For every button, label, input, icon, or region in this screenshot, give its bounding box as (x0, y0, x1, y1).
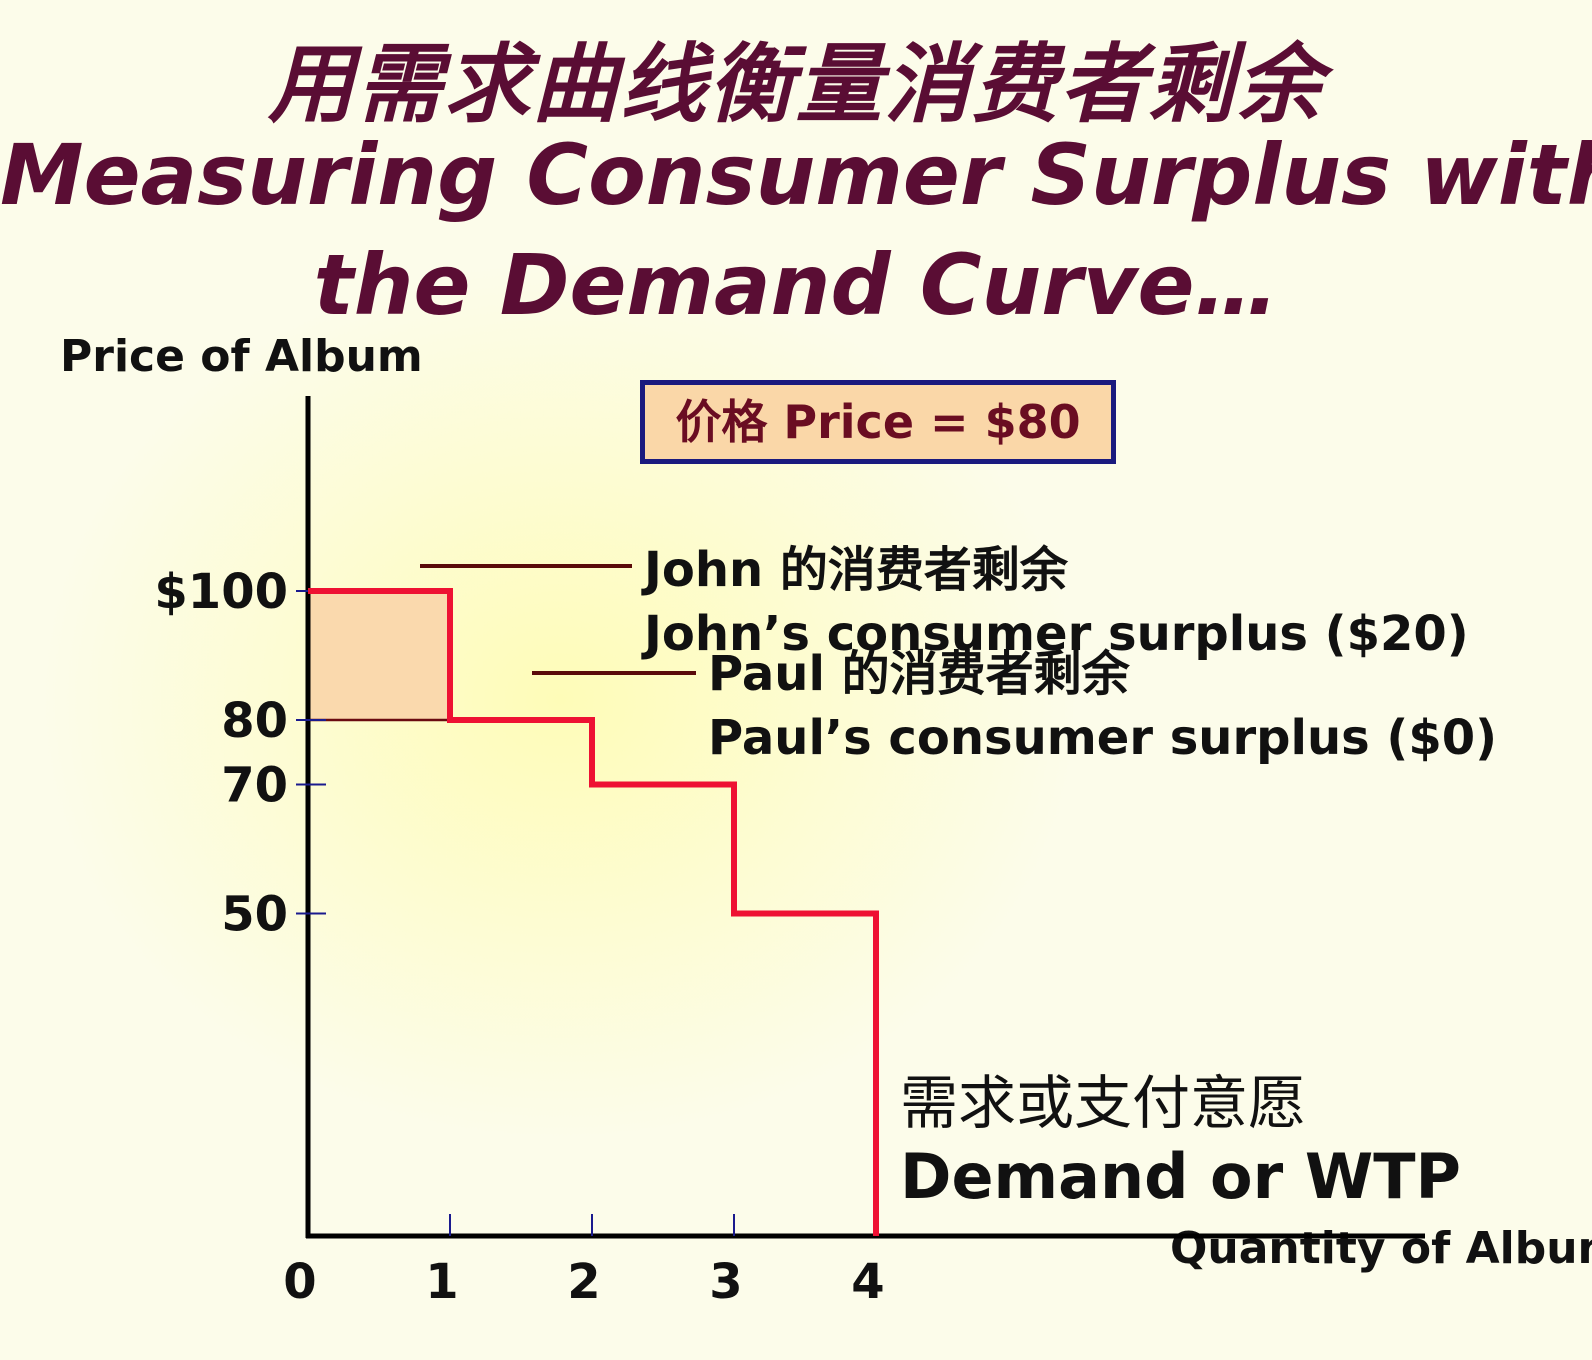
paul-surplus-label-zh: Paul 的消费者剩余 (708, 646, 1130, 702)
demand-label-en: Demand or WTP (900, 1140, 1461, 1213)
title-english-line-2: the Demand Curve… (313, 236, 1279, 334)
x-tick-label-3: 3 (709, 1254, 742, 1310)
demand-label-zh: 需求或支付意愿 (900, 1069, 1307, 1137)
price-box: 价格 Price = $80 (640, 380, 1116, 464)
y-tick-label-0: $100 (154, 564, 288, 620)
x-tick-label-4: 4 (851, 1254, 884, 1310)
john-surplus-label-zh: John 的消费者剩余 (644, 542, 1068, 598)
x-tick-label-0: 0 (283, 1254, 316, 1310)
y-tick-label-2: 70 (221, 758, 288, 814)
demand-step-line (308, 588, 879, 1236)
x-axis-title: Quantity of Albums (1170, 1223, 1592, 1274)
consumer-surplus-area-john (306, 589, 452, 722)
y-tick-label-3: 50 (221, 887, 288, 943)
x-tick-label-1: 1 (425, 1254, 458, 1310)
title-chinese: 用需求曲线衡量消费者剩余 (268, 35, 1324, 135)
john-surplus-label-en: John’s consumer surplus ($20) (644, 606, 1469, 662)
title-english-line-1: Measuring Consumer Surplus with (0, 126, 1592, 224)
x-tick-label-2: 2 (567, 1254, 600, 1310)
paul-surplus-label-en: Paul’s consumer surplus ($0) (708, 710, 1498, 766)
y-tick-label-1: 80 (221, 693, 288, 749)
